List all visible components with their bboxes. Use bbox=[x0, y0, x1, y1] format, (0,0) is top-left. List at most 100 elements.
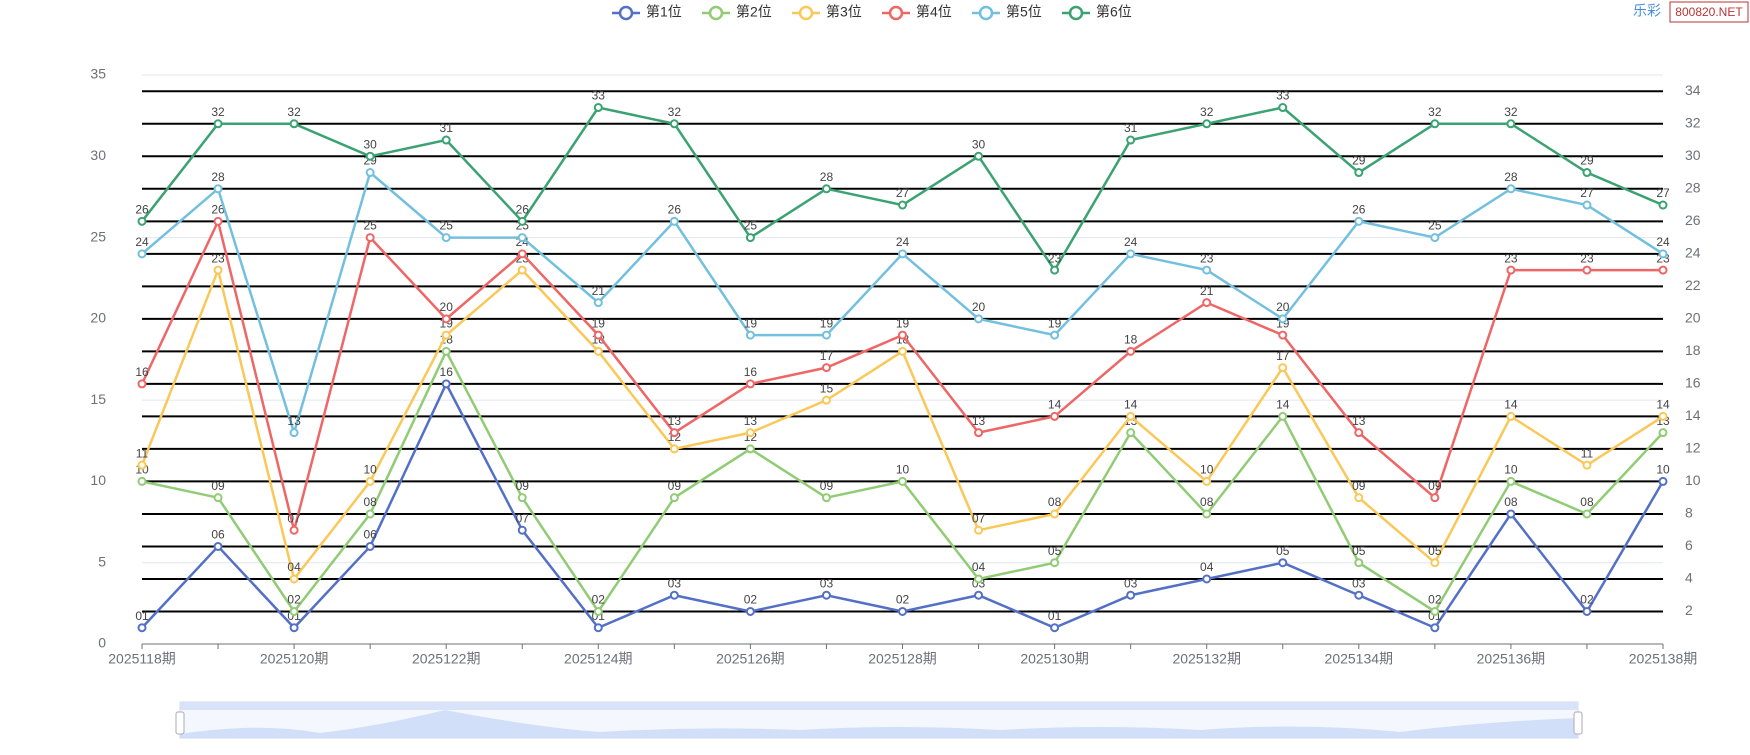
data-label: 26 bbox=[516, 202, 530, 216]
data-point bbox=[745, 379, 755, 389]
zoom-handle[interactable] bbox=[175, 711, 185, 735]
data-point bbox=[898, 606, 907, 616]
data-label: 28 bbox=[1504, 170, 1518, 184]
data-label: 10 bbox=[1504, 463, 1518, 477]
data-label: 26 bbox=[135, 202, 149, 216]
y-tick-label: 35 bbox=[90, 66, 106, 82]
legend-item[interactable]: 第4位 bbox=[882, 4, 952, 21]
data-point bbox=[1658, 476, 1668, 486]
data-point bbox=[1202, 509, 1212, 519]
data-label: 28 bbox=[820, 170, 834, 184]
data-point bbox=[1278, 314, 1288, 324]
legend-item[interactable]: 第6位 bbox=[1062, 4, 1132, 21]
data-label: 03 bbox=[668, 576, 682, 590]
x-tick-label: 2025118期 bbox=[108, 651, 175, 667]
data-label: 15 bbox=[820, 381, 834, 395]
data-label: 02 bbox=[592, 593, 606, 607]
data-point bbox=[137, 476, 147, 486]
data-label: 25 bbox=[1428, 219, 1442, 233]
data-label: 04 bbox=[1200, 560, 1214, 574]
data-point bbox=[137, 216, 147, 226]
data-point bbox=[1658, 200, 1668, 210]
data-point bbox=[1430, 119, 1440, 129]
data-label: 02 bbox=[287, 593, 301, 607]
data-label: 23 bbox=[1580, 251, 1594, 265]
data-label: 24 bbox=[135, 235, 149, 249]
data-label: 26 bbox=[668, 202, 682, 216]
legend-item[interactable]: 第3位 bbox=[792, 4, 862, 21]
data-point bbox=[669, 493, 679, 503]
data-point bbox=[1050, 265, 1060, 275]
data-point bbox=[1278, 103, 1288, 113]
data-point bbox=[593, 298, 603, 308]
data-point bbox=[1126, 428, 1136, 438]
data-point bbox=[1126, 135, 1136, 145]
y2-tick-label: 8 bbox=[1685, 505, 1693, 521]
data-label: 08 bbox=[363, 495, 377, 509]
data-point bbox=[289, 574, 299, 584]
data-label: 09 bbox=[516, 479, 530, 493]
x-tick-label: 2025128期 bbox=[868, 651, 937, 667]
series-line bbox=[141, 170, 1664, 437]
data-label: 04 bbox=[287, 560, 301, 574]
data-label: 19 bbox=[820, 316, 834, 330]
data-label: 11 bbox=[136, 446, 149, 460]
y2-tick-label: 30 bbox=[1685, 147, 1701, 163]
x-tick-label: 2025124期 bbox=[564, 651, 633, 667]
y-tick-label: 15 bbox=[90, 391, 106, 407]
data-label: 07 bbox=[287, 511, 301, 525]
zoom-preview bbox=[180, 710, 1578, 738]
data-point bbox=[898, 330, 907, 340]
data-point bbox=[1202, 265, 1212, 275]
data-point bbox=[365, 168, 375, 178]
data-point bbox=[1582, 460, 1592, 470]
watermark: 乐彩 bbox=[1633, 3, 1661, 19]
data-label: 32 bbox=[668, 105, 682, 119]
data-label: 20 bbox=[1276, 300, 1290, 314]
data-label: 33 bbox=[592, 89, 606, 103]
data-point bbox=[821, 363, 831, 373]
legend-label: 第6位 bbox=[1096, 4, 1132, 20]
data-label: 06 bbox=[211, 528, 225, 542]
x-tick-label: 2025130期 bbox=[1020, 651, 1089, 667]
data-point bbox=[593, 606, 603, 616]
y-tick-label: 5 bbox=[98, 553, 106, 569]
y2-tick-label: 18 bbox=[1685, 342, 1701, 358]
data-point bbox=[898, 249, 907, 259]
data-label: 25 bbox=[440, 219, 454, 233]
data-point bbox=[898, 346, 907, 356]
data-label: 08 bbox=[1580, 495, 1594, 509]
data-point bbox=[365, 476, 375, 486]
data-point bbox=[669, 428, 679, 438]
data-label: 01 bbox=[135, 609, 149, 623]
data-point bbox=[593, 623, 603, 633]
data-label: 32 bbox=[211, 105, 225, 119]
data-point bbox=[1126, 249, 1136, 259]
data-point bbox=[1050, 330, 1060, 340]
data-label: 05 bbox=[1276, 544, 1290, 558]
data-label: 31 bbox=[1124, 121, 1138, 135]
data-point bbox=[898, 200, 907, 210]
data-zoom[interactable] bbox=[175, 701, 1583, 739]
legend-item[interactable]: 第5位 bbox=[972, 4, 1042, 21]
data-label: 17 bbox=[820, 349, 834, 363]
legend-item[interactable]: 第1位 bbox=[612, 4, 682, 21]
data-label: 30 bbox=[972, 137, 986, 151]
data-point bbox=[593, 346, 603, 356]
y-tick-label: 0 bbox=[98, 635, 106, 651]
zoom-handle[interactable] bbox=[1573, 711, 1583, 735]
y2-tick-label: 12 bbox=[1685, 440, 1701, 456]
data-label: 18 bbox=[1124, 333, 1138, 347]
legend-item[interactable]: 第2位 bbox=[702, 4, 772, 21]
y2-tick-label: 26 bbox=[1685, 212, 1701, 228]
data-label: 08 bbox=[1200, 495, 1214, 509]
data-label: 07 bbox=[516, 511, 530, 525]
legend-symbol bbox=[1068, 5, 1084, 21]
legend-label: 第1位 bbox=[646, 4, 682, 20]
data-point bbox=[898, 476, 907, 486]
y2-tick-label: 22 bbox=[1685, 277, 1701, 293]
data-point bbox=[1202, 476, 1212, 486]
legend-symbol bbox=[618, 5, 634, 21]
data-label: 26 bbox=[1352, 202, 1366, 216]
legend-symbol bbox=[888, 5, 904, 21]
